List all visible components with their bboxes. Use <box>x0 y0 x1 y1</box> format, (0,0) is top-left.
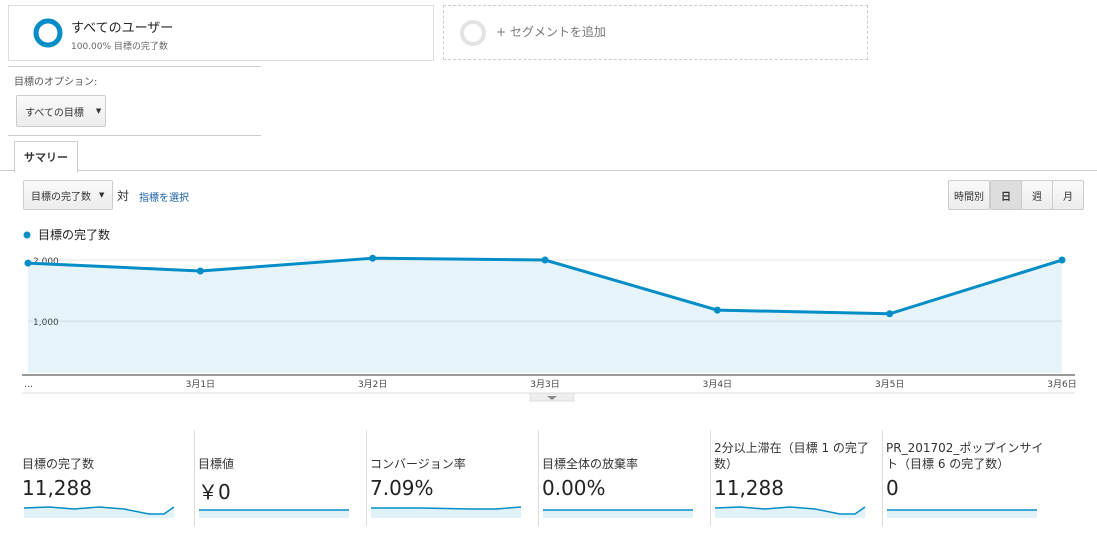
segment-card[interactable]: すべてのユーザー 100.00% 目標の完了数 <box>8 5 434 61</box>
scorecard-value: 11,288 <box>714 476 784 500</box>
goal-dropdown-label: すべての目標 <box>25 107 84 119</box>
sparkline-area <box>887 510 1037 518</box>
scorecard: 目標値 ￥0 <box>194 430 360 526</box>
legend-label: 目標の完了数 <box>38 227 110 242</box>
point <box>369 254 377 262</box>
x-tick-label: 3月2日 <box>358 379 387 390</box>
x-tick-label: … <box>24 380 33 390</box>
granularity-button[interactable]: 月 <box>1052 180 1084 210</box>
sparkline <box>371 506 522 518</box>
point <box>1058 256 1066 264</box>
scorecard-label: コンバージョン率 <box>370 457 466 471</box>
scorecard-value: 0 <box>886 476 899 500</box>
sparkline-area <box>715 507 865 518</box>
scorecard-value: 0.00% <box>542 476 606 500</box>
sparkline-area <box>24 507 174 518</box>
scorecard: 目標の完了数 11,288 <box>22 430 184 526</box>
sparkline-line <box>24 506 175 515</box>
sparkline <box>543 509 693 518</box>
scorecard: PR_201702_ポップインサイト（目標 6 の完了数） 0 <box>882 430 1048 526</box>
goal-dropdown[interactable]: すべての目標 ▼ <box>16 95 106 127</box>
collapse-caret <box>547 396 557 400</box>
sparkline-line <box>371 506 522 510</box>
scorecard-label: PR_201702_ポップインサイト（目標 6 の完了数） <box>886 441 1044 471</box>
point <box>886 310 894 318</box>
scorecard-label: 2分以上滞在（目標 1 の完了数） <box>714 441 869 471</box>
sparkline <box>199 509 349 518</box>
metric-dropdown[interactable]: 目標の完了数 ▼ <box>23 180 113 210</box>
sparkline <box>887 509 1037 518</box>
scorecard-label: 目標値 <box>198 457 235 471</box>
y-tick-label: 1,000 <box>33 318 59 328</box>
legend-marker <box>23 231 31 239</box>
segment-icon <box>33 18 63 48</box>
chart: 目標の完了数 1,000 2,000 … 3月1日 3月2日 3月3日 3月4日 3月5日 3月… <box>22 227 1077 402</box>
x-tick-label: 3月3日 <box>530 379 559 390</box>
scorecard: 目標全体の放棄率 0.00% <box>538 430 704 526</box>
point <box>713 306 721 314</box>
x-tick-label: 3月6日 <box>1047 379 1076 390</box>
granularity-button[interactable]: 時間別 <box>948 180 990 210</box>
scorecard-value: 7.09% <box>370 476 434 500</box>
granularity-button[interactable]: 週 <box>1021 180 1053 210</box>
sparkline-area <box>543 510 693 518</box>
scorecard-label: 目標全体の放棄率 <box>542 457 639 471</box>
point <box>541 256 549 264</box>
granularity-button[interactable]: 日 <box>990 180 1022 210</box>
select-metric[interactable]: 指標を選択 <box>139 193 189 204</box>
scorecard-value: 11,288 <box>22 476 92 500</box>
caret: ▼ <box>99 191 105 199</box>
add-segment[interactable]: + セグメントを追加 <box>443 5 868 60</box>
sparkline <box>24 506 175 518</box>
sparkline-area <box>371 507 521 518</box>
sparkline-line <box>715 506 866 515</box>
divider <box>8 66 261 67</box>
add-icon <box>460 20 486 46</box>
metric-dropdown-label: 目標の完了数 <box>31 191 91 203</box>
vs-label: 対 <box>117 189 130 203</box>
add-segment-label: + セグメントを追加 <box>496 25 606 39</box>
x-tick-label: 3月5日 <box>875 379 904 390</box>
tab[interactable]: サマリー <box>14 141 78 173</box>
x-tick-label: 3月4日 <box>703 379 732 390</box>
tab-line <box>0 170 1097 171</box>
goal-options-label: 目標のオプション: <box>14 77 98 88</box>
scorecard: 2分以上滞在（目標 1 の完了数） 11,288 <box>710 430 876 526</box>
divider <box>8 135 261 136</box>
scorecard: コンバージョン率 7.09% <box>366 430 532 526</box>
point <box>196 267 204 275</box>
sparkline <box>715 506 866 518</box>
sparkline-area <box>199 510 349 518</box>
scorecard-value: ￥0 <box>198 480 231 504</box>
scorecard-label: 目標の完了数 <box>22 457 95 471</box>
y-tick-label: 2,000 <box>33 257 59 267</box>
caret: ▼ <box>95 107 102 115</box>
area <box>28 258 1062 373</box>
segment-subtitle: 100.00% 目標の完了数 <box>71 42 168 52</box>
point <box>24 259 32 267</box>
segment-name: すべてのユーザー <box>71 21 174 36</box>
x-tick-label: 3月1日 <box>186 379 215 390</box>
